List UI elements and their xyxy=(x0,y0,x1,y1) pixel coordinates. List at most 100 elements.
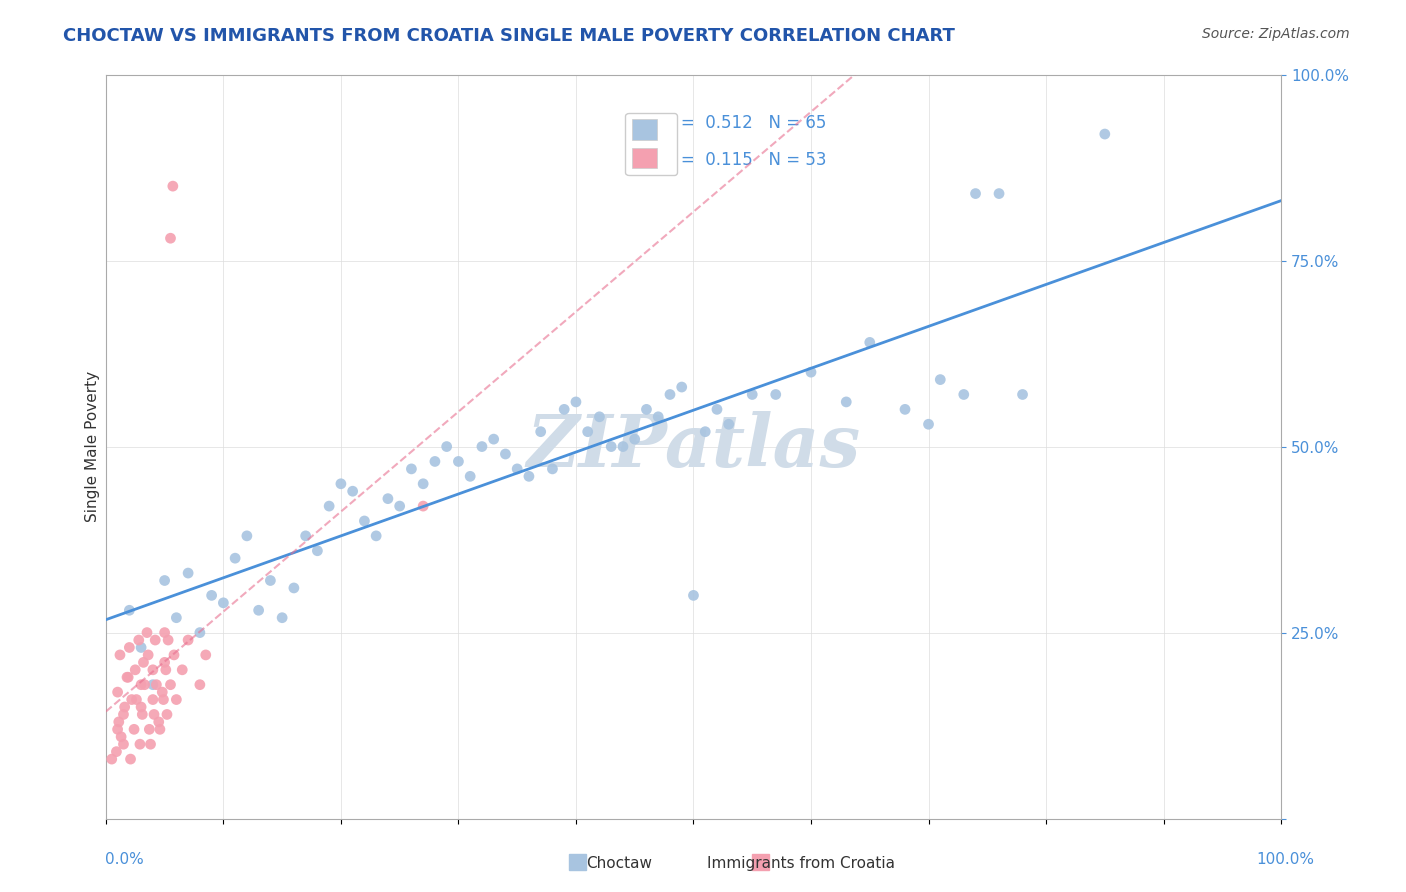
Point xyxy=(129,700,152,714)
Point xyxy=(142,692,165,706)
Point xyxy=(447,454,470,468)
Point xyxy=(148,714,170,729)
Point xyxy=(142,678,165,692)
Point xyxy=(494,447,516,461)
Point xyxy=(125,692,148,706)
Point xyxy=(717,417,740,432)
Point xyxy=(894,402,917,417)
Point xyxy=(471,440,494,454)
Point xyxy=(741,387,763,401)
Point xyxy=(423,454,446,468)
Point xyxy=(153,656,176,670)
Point xyxy=(165,692,187,706)
Point xyxy=(114,700,136,714)
Point xyxy=(155,663,177,677)
Point xyxy=(565,395,588,409)
Point xyxy=(122,723,145,737)
Text: 0.0%: 0.0% xyxy=(105,852,145,867)
Point xyxy=(859,335,882,350)
Point xyxy=(143,707,166,722)
Point xyxy=(1094,127,1116,141)
Point xyxy=(129,737,152,751)
Point xyxy=(353,514,375,528)
Point xyxy=(124,663,146,677)
Point xyxy=(988,186,1011,201)
Point xyxy=(120,752,142,766)
Point xyxy=(600,440,623,454)
Point xyxy=(482,432,505,446)
Point xyxy=(588,409,610,424)
Point xyxy=(682,588,704,602)
Point xyxy=(153,625,176,640)
Point xyxy=(129,640,152,655)
Point xyxy=(107,685,129,699)
Point xyxy=(118,640,141,655)
Point xyxy=(153,574,176,588)
Point xyxy=(917,417,939,432)
Point xyxy=(136,648,159,662)
Point xyxy=(765,387,787,401)
Point xyxy=(194,648,217,662)
Point xyxy=(129,678,152,692)
Point xyxy=(695,425,717,439)
Point xyxy=(706,402,728,417)
Point xyxy=(236,529,259,543)
Point xyxy=(366,529,388,543)
Point xyxy=(965,186,987,201)
Point xyxy=(100,752,122,766)
Point xyxy=(835,395,858,409)
Point xyxy=(107,714,129,729)
Point xyxy=(671,380,693,394)
Text: ZIPatlas: ZIPatlas xyxy=(526,411,860,482)
Text: Immigrants from Croatia: Immigrants from Croatia xyxy=(707,856,896,871)
Point xyxy=(121,692,143,706)
Point xyxy=(188,625,211,640)
Point xyxy=(188,678,211,692)
Point xyxy=(929,373,952,387)
Point xyxy=(145,678,167,692)
Point xyxy=(412,499,434,513)
Point xyxy=(612,440,634,454)
Point xyxy=(412,476,434,491)
Point xyxy=(136,625,159,640)
Legend: , : , xyxy=(626,112,678,175)
Point xyxy=(388,499,411,513)
Point xyxy=(112,737,135,751)
Point xyxy=(117,670,139,684)
Point xyxy=(458,469,481,483)
Point xyxy=(177,566,200,580)
Point xyxy=(342,484,364,499)
Text: CHOCTAW VS IMMIGRANTS FROM CROATIA SINGLE MALE POVERTY CORRELATION CHART: CHOCTAW VS IMMIGRANTS FROM CROATIA SINGL… xyxy=(63,27,955,45)
Text: Source: ZipAtlas.com: Source: ZipAtlas.com xyxy=(1202,27,1350,41)
Point xyxy=(329,476,352,491)
Point xyxy=(307,543,329,558)
Point xyxy=(118,603,141,617)
Point xyxy=(201,588,224,602)
Point xyxy=(623,432,645,446)
Point xyxy=(247,603,270,617)
Point xyxy=(139,737,162,751)
Point xyxy=(576,425,599,439)
Point xyxy=(152,692,174,706)
Point xyxy=(134,678,156,692)
Point xyxy=(105,745,128,759)
Point xyxy=(165,611,187,625)
Point xyxy=(132,656,155,670)
Point xyxy=(800,365,823,379)
Point xyxy=(162,179,184,194)
Point xyxy=(110,730,132,744)
Point xyxy=(149,723,172,737)
Point xyxy=(647,409,669,424)
Point xyxy=(401,462,423,476)
Point xyxy=(143,633,166,648)
Point xyxy=(142,663,165,677)
Point xyxy=(131,707,153,722)
Point xyxy=(1011,387,1033,401)
Point xyxy=(108,648,131,662)
Point xyxy=(541,462,564,476)
Point xyxy=(377,491,399,506)
Point xyxy=(177,633,200,648)
Point xyxy=(138,723,160,737)
Point xyxy=(506,462,529,476)
Point xyxy=(159,678,181,692)
